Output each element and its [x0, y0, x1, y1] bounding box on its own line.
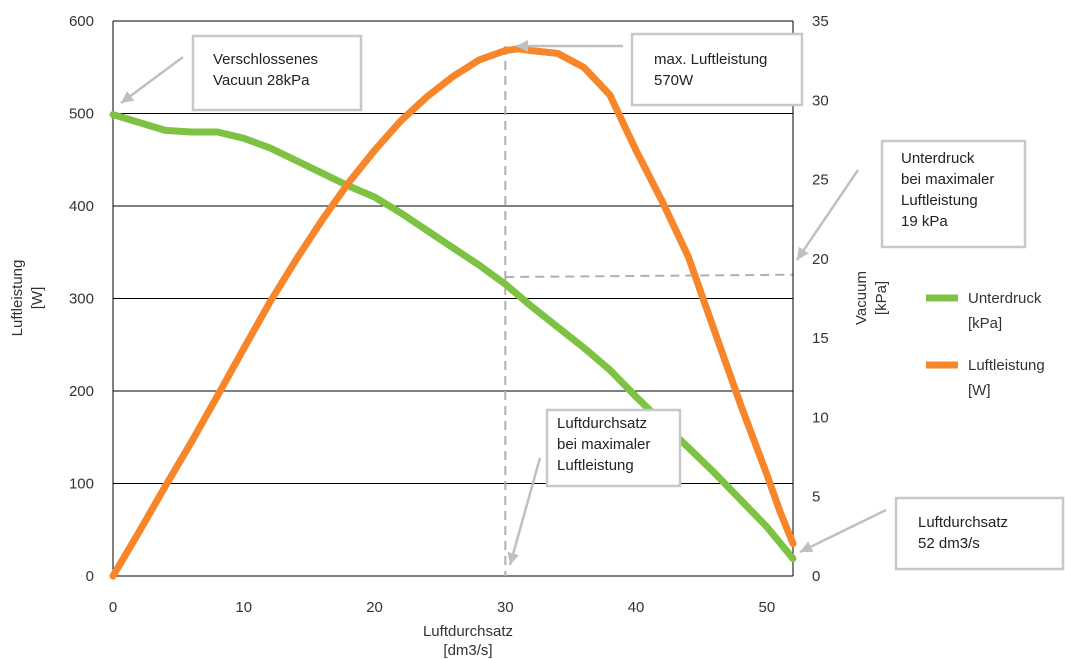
x-tick-label: 0: [109, 599, 117, 616]
annotation-2: Unterdruck bei maximaler Luftleistung 19 kP…: [795, 139, 1027, 261]
y-tick-label: 200: [69, 383, 94, 400]
annotation-0: Verschlossenes Vacuun 28kPa: [120, 34, 363, 112]
y2-axis-unit: [kPa]: [873, 281, 890, 315]
y2-tick-label: 10: [812, 409, 829, 426]
annotation-arrow: [120, 55, 184, 105]
annotation-text: bei maximaler: [901, 171, 994, 188]
annotation-text: Luftdurchsatz: [918, 514, 1008, 531]
grid-layer: [113, 20, 793, 577]
y2-tick-label: 15: [812, 330, 829, 347]
annotation-text: 19 kPa: [901, 213, 948, 230]
x-tick-label: 20: [366, 599, 383, 616]
annotation-text: 570W: [654, 72, 694, 89]
reference-lines-layer: [504, 46, 794, 576]
series-layer: [109, 45, 797, 580]
legend-label: Unterdruck: [968, 290, 1042, 307]
annotation-arrowhead: [507, 551, 519, 565]
y-tick-label: 600: [69, 13, 94, 30]
annotation-text: max. Luftleistung: [654, 51, 767, 68]
y2-tick-label: 5: [812, 489, 820, 506]
annotation-arrow: [795, 169, 860, 261]
y-axis-unit: [W]: [29, 287, 46, 310]
legend-label: Luftleistung: [968, 357, 1045, 374]
annotation-text: 52 dm3/s: [918, 535, 980, 552]
legend-layer: Unterdruck [kPa] Luftleistung [W]: [926, 290, 1045, 399]
annotation-arrow: [508, 457, 542, 566]
y2-tick-label: 30: [812, 92, 829, 109]
y-tick-label: 400: [69, 198, 94, 215]
annotation-arrowhead: [516, 40, 528, 52]
annotation-box: [545, 408, 682, 488]
y-tick-label: 500: [69, 106, 94, 123]
annotations-layer: Verschlossenes Vacuun 28kPa max. Luftleist…: [120, 32, 1065, 571]
y-tick-label: 300: [69, 291, 94, 308]
annotation-text: Vacuun 28kPa: [213, 72, 310, 89]
annotation-box: [191, 34, 363, 112]
legend-label: [kPa]: [968, 315, 1002, 332]
series-line-1: [109, 45, 797, 580]
annotation-text: Unterdruck: [901, 150, 975, 167]
x-tick-label: 50: [759, 599, 776, 616]
annotation-arrowhead: [121, 91, 135, 103]
y2-tick-label: 0: [812, 568, 820, 585]
x-axis-unit: [dm3/s]: [443, 642, 492, 659]
annotation-text: Verschlossenes: [213, 51, 318, 68]
x-tick-label: 40: [628, 599, 645, 616]
annotation-box: [880, 139, 1027, 249]
annotation-1: max. Luftleistung 570W: [516, 32, 804, 107]
reference-line-horizontal: [505, 273, 794, 278]
annotation-box: [630, 32, 804, 107]
annotation-arrow: [799, 508, 887, 554]
y-tick-label: 0: [86, 568, 94, 585]
legend-label: [W]: [968, 382, 991, 399]
axes-layer: 0 10 20 30 40 5001002003004005006000510152025…: [9, 13, 890, 659]
y-tick-label: 100: [69, 476, 94, 493]
annotation-4: Luftdurchsatz 52 dm3/s: [799, 496, 1065, 571]
annotation-text: Luftdurchsatz: [557, 415, 647, 432]
y2-axis-title: Vacuum: [853, 271, 870, 325]
series-line-0: [109, 111, 797, 563]
annotation-3: Luftdurchsatz bei maximaler Luftleistung: [507, 408, 682, 566]
annotation-text: bei maximaler: [557, 436, 650, 453]
y2-tick-label: 20: [812, 251, 829, 268]
y-axis-title: Luftleistung: [9, 260, 26, 337]
annotation-text: Luftleistung: [901, 192, 978, 209]
annotation-arrowhead: [797, 246, 809, 260]
x-axis-title: Luftdurchsatz: [423, 623, 513, 640]
legend-item-0: Unterdruck [kPa]: [926, 290, 1042, 332]
legend-item-1: Luftleistung [W]: [926, 357, 1045, 399]
y2-tick-label: 35: [812, 13, 829, 30]
x-tick-label: 30: [497, 599, 514, 616]
annotation-box: [894, 496, 1065, 571]
annotation-arrowhead: [800, 541, 814, 553]
y2-tick-label: 25: [812, 172, 829, 189]
annotation-text: Luftleistung: [557, 457, 634, 474]
x-tick-label: 10: [235, 599, 252, 616]
